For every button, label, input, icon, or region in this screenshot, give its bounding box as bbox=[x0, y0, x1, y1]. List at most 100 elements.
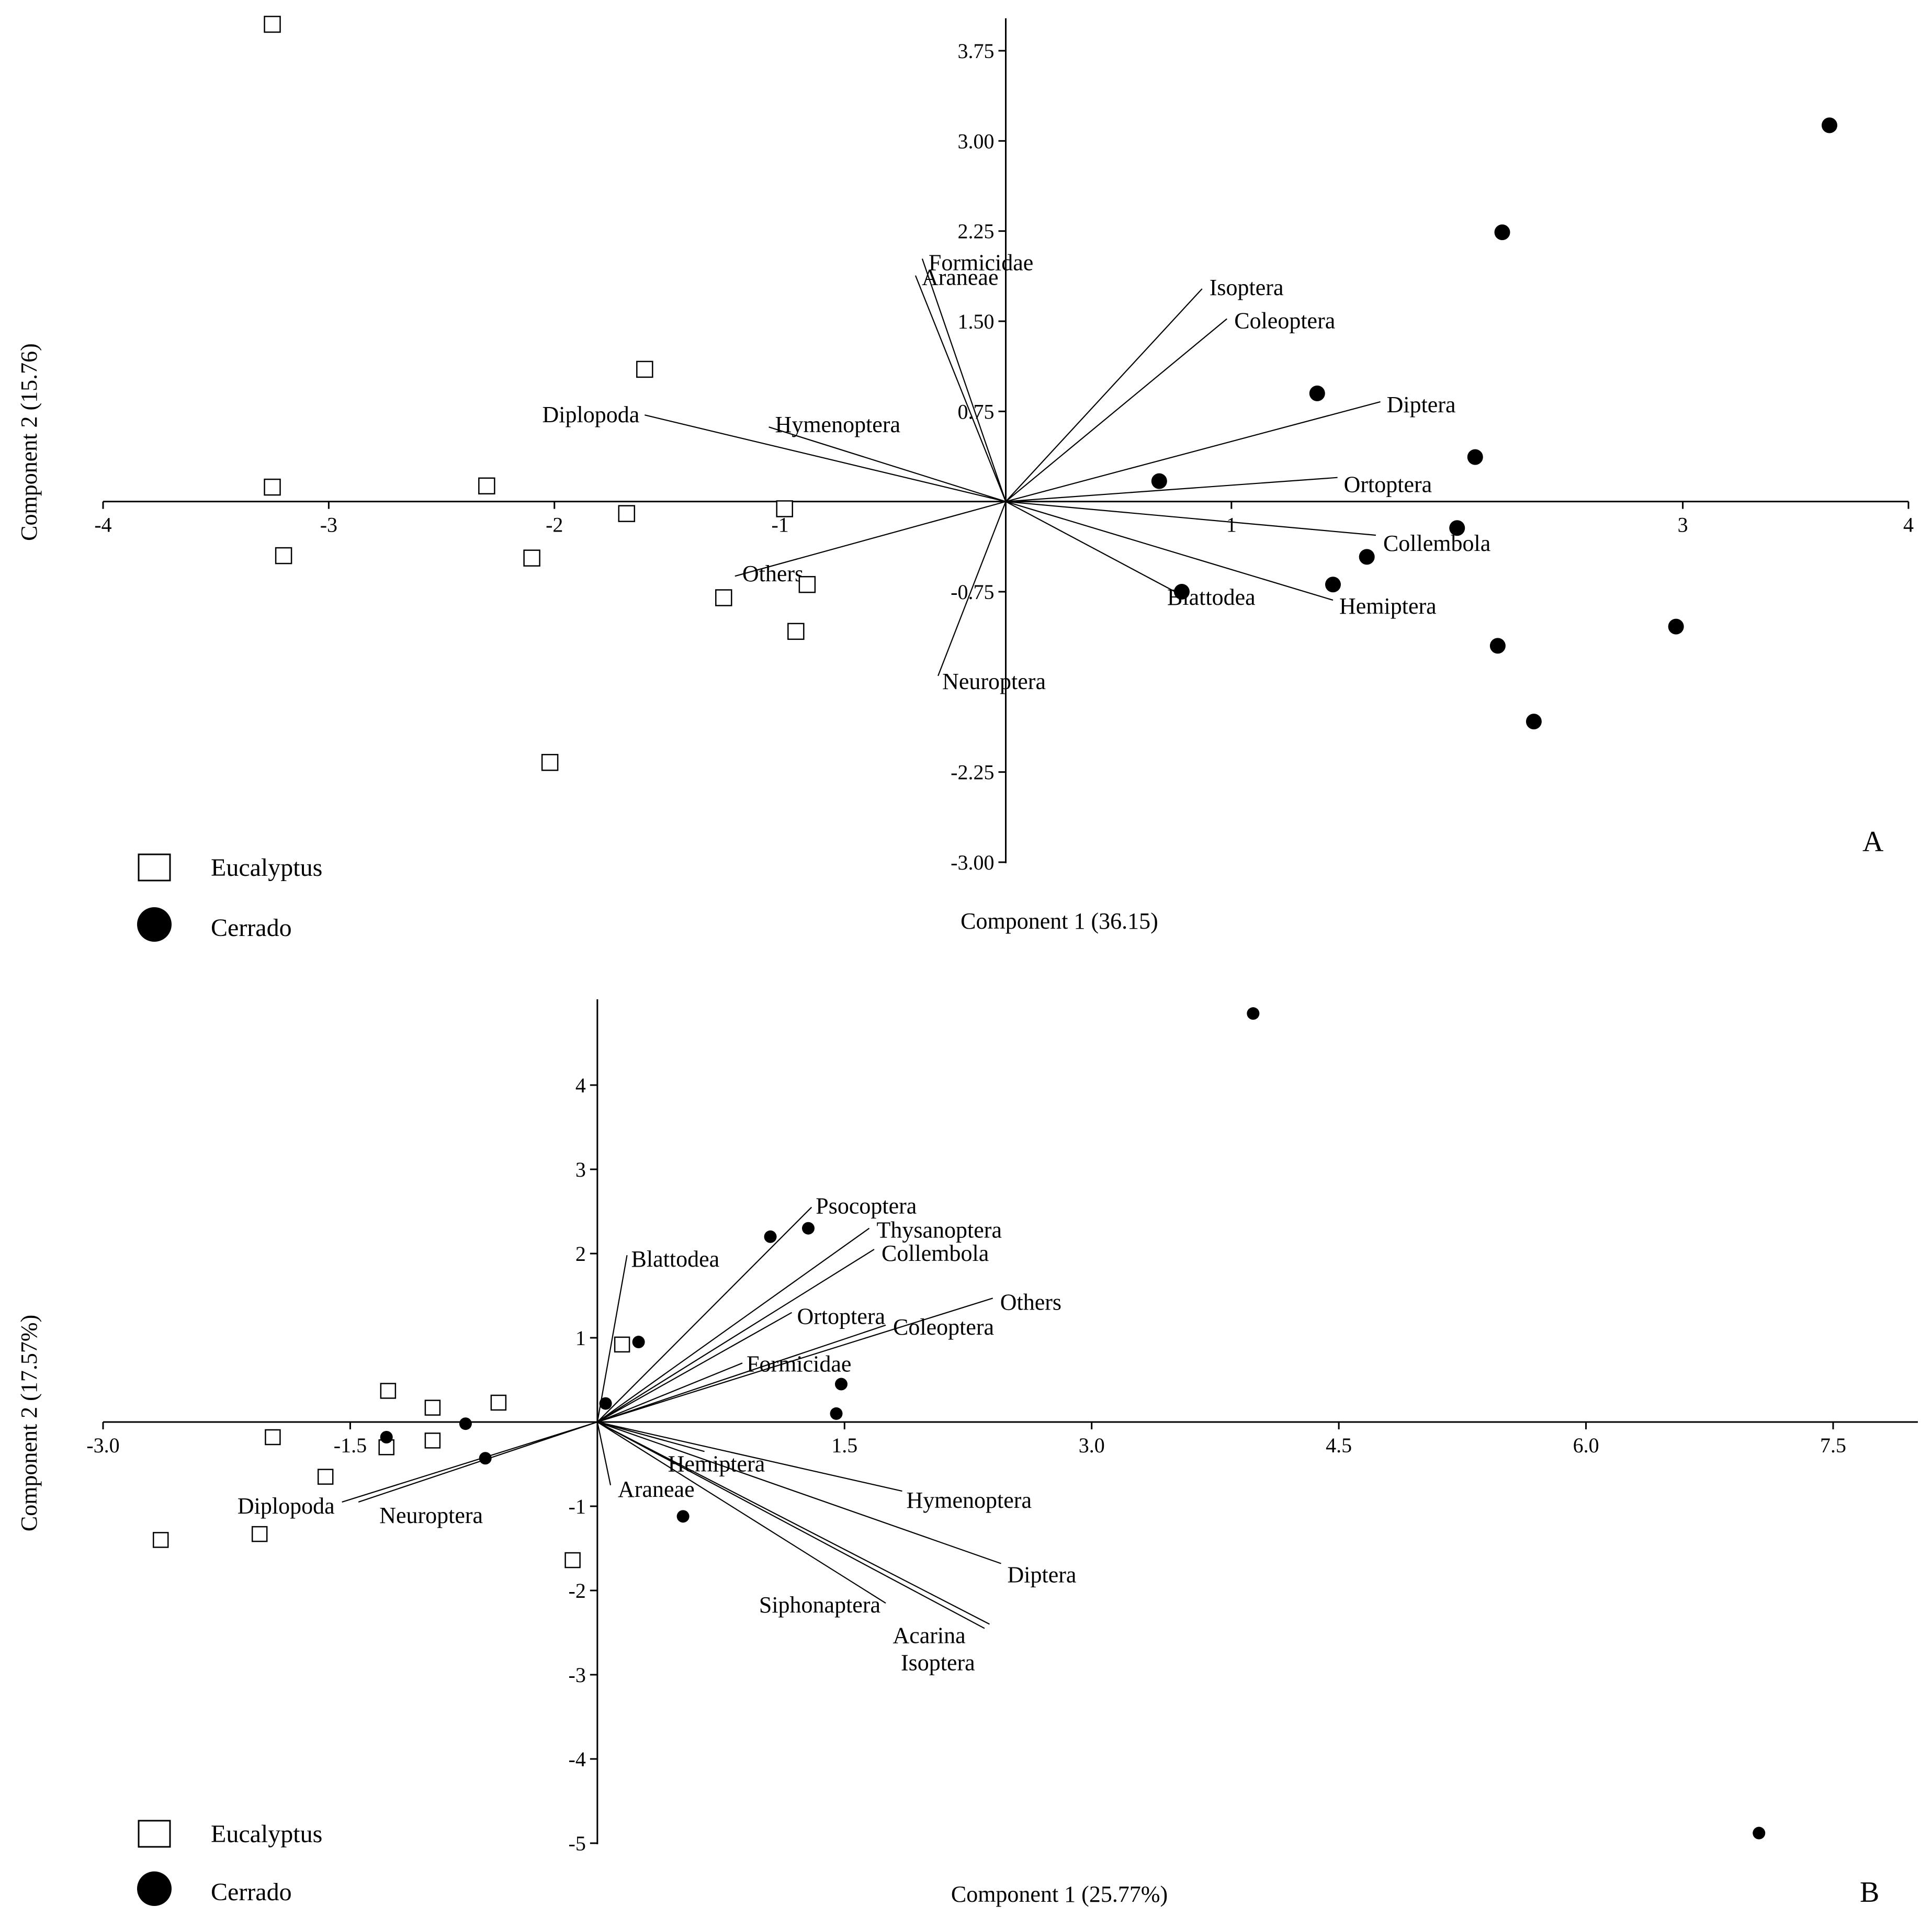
vector-label-isoptera: Isoptera bbox=[901, 1650, 975, 1675]
vector-label-hymenoptera: Hymenoptera bbox=[775, 412, 900, 437]
cerrado-point bbox=[1753, 1826, 1766, 1840]
y-tick-label: -0.75 bbox=[951, 580, 994, 604]
x-tick-label: 6.0 bbox=[1573, 1434, 1599, 1457]
vector-label-diplopoda: Diplopoda bbox=[543, 402, 640, 427]
vector-label-diptera: Diptera bbox=[1387, 392, 1456, 418]
vector-hymenoptera bbox=[597, 1421, 902, 1492]
vector-label-thysanoptera: Thysanoptera bbox=[877, 1217, 1002, 1243]
vector-label-acarina: Acarina bbox=[892, 1622, 965, 1648]
vector-label-others: Others bbox=[1000, 1289, 1061, 1315]
cerrado-point bbox=[380, 1430, 393, 1443]
vector-diplopoda bbox=[645, 414, 1006, 502]
panel-letter: B bbox=[1860, 1876, 1879, 1909]
vector-collembola bbox=[597, 1249, 875, 1423]
y-tick-label: 0.75 bbox=[958, 400, 995, 423]
eucalyptus-point bbox=[424, 1432, 441, 1449]
eucalyptus-point bbox=[636, 360, 653, 378]
vector-label-formicidae: Formicidae bbox=[747, 1351, 851, 1377]
cerrado-point bbox=[801, 1222, 815, 1235]
vector-hemiptera bbox=[597, 1421, 705, 1452]
y-tick-label: 3 bbox=[575, 1158, 586, 1181]
legend-square-icon bbox=[138, 1820, 171, 1848]
x-tick-label: 4.5 bbox=[1326, 1434, 1352, 1457]
vector-label-others: Others bbox=[742, 561, 804, 586]
vector-label-siphonaptera: Siphonaptera bbox=[759, 1592, 880, 1618]
vector-neuroptera bbox=[358, 1421, 598, 1503]
vector-label-hemiptera: Hemiptera bbox=[1339, 593, 1437, 619]
eucalyptus-point bbox=[618, 505, 636, 522]
eucalyptus-point bbox=[776, 500, 794, 517]
y-tick-label: 4 bbox=[575, 1074, 586, 1097]
y-tick-label: -5 bbox=[569, 1832, 586, 1855]
cerrado-point bbox=[459, 1417, 472, 1430]
legend-circle-icon bbox=[137, 907, 172, 942]
legend: Eucalyptus Cerrado bbox=[137, 853, 322, 942]
y-tick-label: -1 bbox=[569, 1495, 586, 1518]
vector-diptera bbox=[1005, 401, 1381, 502]
cerrado-point bbox=[1822, 117, 1838, 133]
x-tick-label: -2 bbox=[546, 513, 563, 537]
vector-coleoptera bbox=[597, 1324, 886, 1423]
vector-others bbox=[597, 1298, 993, 1423]
x-axis-title: Component 1 (25.77%) bbox=[951, 1881, 1168, 1907]
cerrado-point bbox=[632, 1336, 645, 1349]
y-axis-title: Component 2 (17.57%) bbox=[16, 1315, 42, 1531]
x-tick-label: -3 bbox=[320, 513, 337, 537]
y-tick-label: -2 bbox=[569, 1579, 586, 1603]
x-tick-label: 1 bbox=[1226, 513, 1237, 537]
vector-araneae bbox=[596, 1421, 612, 1485]
vector-psocoptera bbox=[597, 1206, 812, 1423]
cerrado-point bbox=[834, 1378, 848, 1391]
vector-label-blattodea: Blattodea bbox=[631, 1246, 720, 1272]
y-tick-label: 2 bbox=[575, 1242, 586, 1266]
x-tick-label: -1.5 bbox=[334, 1434, 367, 1457]
eucalyptus-point bbox=[152, 1532, 169, 1548]
vector-label-neuroptera: Neuroptera bbox=[942, 669, 1046, 694]
x-tick-label: 1.5 bbox=[831, 1434, 857, 1457]
eucalyptus-point bbox=[490, 1394, 507, 1411]
vector-hymenoptera bbox=[769, 426, 1006, 502]
cerrado-point bbox=[830, 1407, 843, 1420]
vector-diptera bbox=[597, 1421, 1001, 1564]
x-axis-title: Component 1 (36.15) bbox=[961, 908, 1158, 934]
vector-hemiptera bbox=[1005, 501, 1334, 601]
legend-label-cerrado: Cerrado bbox=[211, 1878, 292, 1906]
cerrado-point bbox=[479, 1452, 492, 1465]
vector-thysanoptera bbox=[597, 1227, 870, 1423]
vector-label-psocoptera: Psocoptera bbox=[816, 1193, 917, 1219]
vector-label-collembola: Collembola bbox=[1383, 531, 1490, 556]
y-tick-label: 1.50 bbox=[958, 310, 995, 333]
cerrado-point bbox=[1489, 638, 1506, 654]
vector-label-collembola: Collembola bbox=[882, 1240, 989, 1266]
vector-araneae bbox=[914, 275, 1007, 502]
vector-neuroptera bbox=[937, 501, 1007, 676]
eucalyptus-point bbox=[251, 1526, 268, 1542]
vector-siphonaptera bbox=[597, 1421, 886, 1604]
vector-acarina bbox=[597, 1421, 990, 1625]
eucalyptus-point bbox=[275, 547, 292, 565]
eucalyptus-point bbox=[564, 1552, 581, 1569]
vector-label-coleoptera: Coleoptera bbox=[1234, 308, 1335, 333]
eucalyptus-point bbox=[264, 16, 281, 33]
vector-formicidae bbox=[597, 1362, 743, 1423]
y-tick-label: 3.00 bbox=[958, 129, 995, 153]
vector-blattodea bbox=[1005, 501, 1176, 592]
eucalyptus-point bbox=[715, 589, 732, 606]
eucalyptus-point bbox=[265, 1429, 281, 1446]
x-tick-label: -3.0 bbox=[86, 1434, 119, 1457]
x-tick-label: 4 bbox=[1903, 513, 1914, 537]
vector-ortoptera bbox=[597, 1312, 793, 1423]
cerrado-point bbox=[1449, 520, 1465, 536]
cerrado-point bbox=[1309, 385, 1325, 401]
legend-label-eucalyptus: Eucalyptus bbox=[211, 854, 322, 882]
cerrado-point bbox=[676, 1510, 690, 1523]
vector-label-formicidae: Formicidae bbox=[929, 250, 1033, 276]
vector-isoptera bbox=[1005, 288, 1203, 502]
vector-label-ortoptera: Ortoptera bbox=[1344, 472, 1432, 498]
panel-a-chart: -4 -3 -2 -1 1 3 43.753.002.251.500.75-0.75-2.2… bbox=[16, 16, 1914, 942]
cerrado-point bbox=[1467, 449, 1483, 465]
cerrado-point bbox=[1173, 584, 1190, 600]
eucalyptus-point bbox=[264, 478, 281, 496]
legend: Eucalyptus Cerrado bbox=[137, 1820, 322, 1906]
